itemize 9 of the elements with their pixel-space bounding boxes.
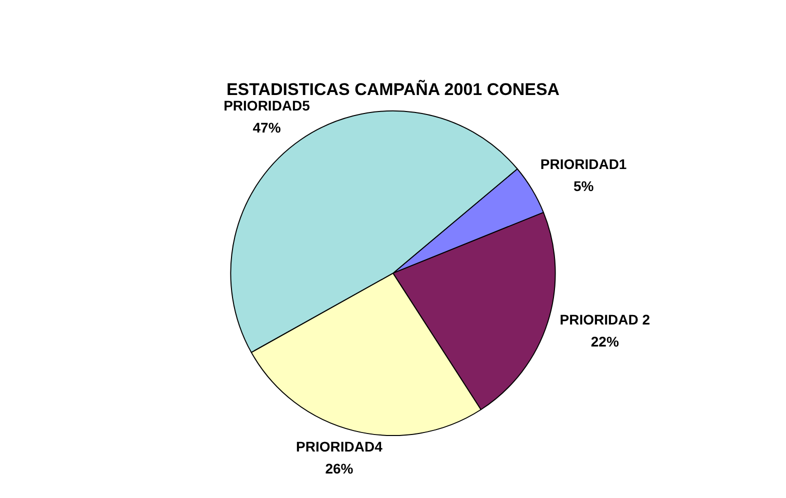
chart-title: ESTADISTICAS CAMPAÑA 2001 CONESA xyxy=(226,78,560,99)
data-label: 22% xyxy=(590,334,620,350)
slice-label: PRIORIDAD 2 xyxy=(560,312,650,328)
data-label: 5% xyxy=(573,178,594,194)
slice-label: PRIORIDAD5 xyxy=(224,97,310,114)
data-label: 26% xyxy=(325,460,354,477)
slice-label: PRIORIDAD1 xyxy=(540,156,627,172)
data-label: 47% xyxy=(252,119,282,136)
slice-label: PRIORIDAD4 xyxy=(296,438,383,455)
